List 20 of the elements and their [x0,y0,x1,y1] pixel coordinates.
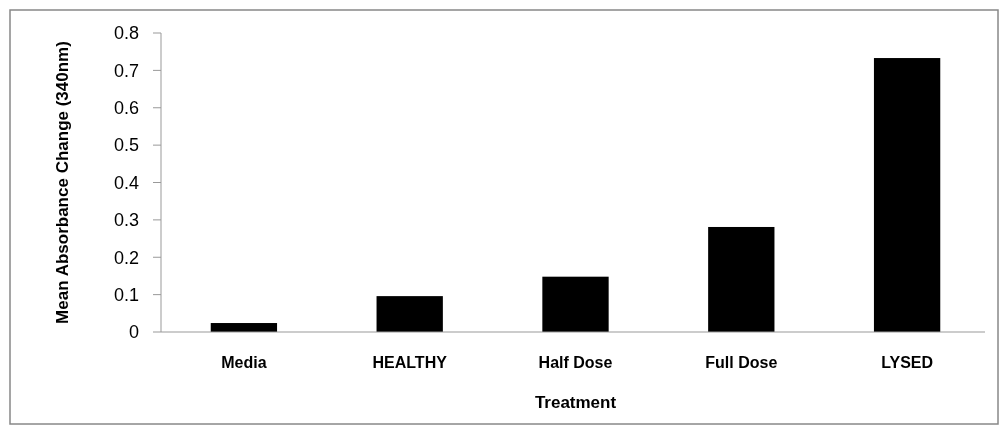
x-tick-label: LYSED [881,353,934,371]
x-tick-label: Half Dose [538,353,613,371]
bar [542,276,609,332]
x-tick-label: HEALTHY [372,353,448,371]
y-tick-label: 0.1 [113,284,139,305]
x-tick-label: Media [221,353,267,371]
y-axis-title: Mean Absorbance Change (340nm) [53,41,72,324]
y-tick-label: 0.8 [113,23,139,44]
y-tick-label: 0.2 [113,247,139,268]
x-axis-title: Treatment [534,392,617,412]
bar [873,58,941,332]
y-tick-label: 0.6 [113,98,139,119]
y-tick-label: 0.4 [113,172,139,193]
y-tick-label: 0.5 [113,135,139,156]
bar [376,296,443,332]
x-tick-label: Full Dose [705,353,778,371]
bar [708,226,775,332]
y-tick-label: 0.7 [113,60,139,81]
y-tick-label: 0 [128,322,139,343]
y-tick-label: 0.3 [113,210,139,231]
